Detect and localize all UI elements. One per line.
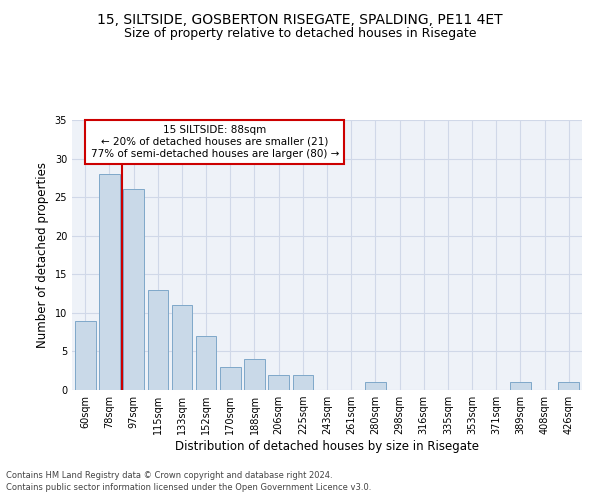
Text: 15, SILTSIDE, GOSBERTON RISEGATE, SPALDING, PE11 4ET: 15, SILTSIDE, GOSBERTON RISEGATE, SPALDI…: [97, 12, 503, 26]
Text: 15 SILTSIDE: 88sqm
← 20% of detached houses are smaller (21)
77% of semi-detache: 15 SILTSIDE: 88sqm ← 20% of detached hou…: [91, 126, 339, 158]
Bar: [148, 290, 168, 390]
Bar: [196, 336, 217, 390]
Text: Contains public sector information licensed under the Open Government Licence v3: Contains public sector information licen…: [6, 484, 371, 492]
Bar: [365, 382, 386, 390]
Bar: [172, 305, 192, 390]
Bar: [99, 174, 120, 390]
Bar: [293, 374, 313, 390]
Bar: [559, 382, 579, 390]
Text: Contains HM Land Registry data © Crown copyright and database right 2024.: Contains HM Land Registry data © Crown c…: [6, 471, 332, 480]
Bar: [244, 359, 265, 390]
Bar: [268, 374, 289, 390]
Bar: [510, 382, 530, 390]
Bar: [220, 367, 241, 390]
Y-axis label: Number of detached properties: Number of detached properties: [36, 162, 49, 348]
Text: Size of property relative to detached houses in Risegate: Size of property relative to detached ho…: [124, 28, 476, 40]
Bar: [75, 320, 95, 390]
Bar: [124, 190, 144, 390]
X-axis label: Distribution of detached houses by size in Risegate: Distribution of detached houses by size …: [175, 440, 479, 453]
